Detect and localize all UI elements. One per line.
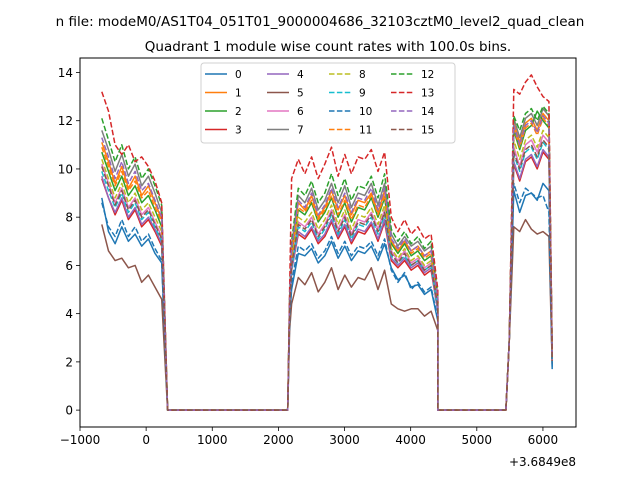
legend-box — [200, 62, 456, 144]
legend-label: 6 — [297, 106, 304, 118]
plot-lines — [101, 74, 553, 411]
x-tick-label: 2000 — [263, 433, 294, 447]
x-tick-label: 5000 — [462, 433, 493, 447]
y-tick-label: 4 — [65, 307, 73, 321]
legend-label: 13 — [421, 88, 434, 100]
legend-label: 11 — [359, 125, 372, 137]
x-tick-label: 0 — [142, 433, 150, 447]
series-line-5 — [101, 218, 553, 411]
legend-label: 1 — [235, 88, 242, 100]
legend-label: 10 — [359, 106, 372, 118]
series-line-4 — [101, 148, 553, 411]
legend-label: 15 — [421, 125, 434, 137]
series-line-0 — [101, 182, 553, 411]
legend-label: 8 — [359, 69, 366, 81]
x-axis-offset-label: +3.6849e8 — [509, 455, 576, 469]
figure-suptitle: n file: modeM0/AS1T04_051T01_9000004686_… — [56, 14, 585, 30]
y-tick-label: 14 — [58, 66, 73, 80]
legend-label: 4 — [297, 69, 304, 81]
legend-label: 2 — [235, 106, 242, 118]
series-line-2 — [101, 110, 553, 411]
series-line-11 — [101, 117, 553, 411]
x-tick-label: 3000 — [329, 433, 360, 447]
legend-label: 12 — [421, 69, 434, 81]
series-line-3 — [101, 151, 553, 411]
y-tick-label: 12 — [58, 114, 73, 128]
series-line-8 — [101, 129, 553, 411]
legend-label: 7 — [297, 125, 304, 137]
series-line-6 — [101, 134, 553, 411]
y-axis: 0 2 4 6 8 10 12 14 — [58, 66, 80, 418]
x-tick-label: 4000 — [395, 433, 426, 447]
y-tick-label: 10 — [58, 162, 73, 176]
x-tick-label: 1000 — [197, 433, 228, 447]
axes-frame — [79, 57, 577, 428]
series-line-15 — [101, 139, 553, 411]
x-tick-label: −1000 — [60, 433, 101, 447]
y-tick-label: 6 — [65, 259, 73, 273]
series-line-12 — [101, 105, 553, 411]
series-line-10 — [101, 182, 553, 411]
chart-title: Quadrant 1 module wise count rates with … — [145, 39, 511, 55]
y-tick-label: 2 — [65, 355, 73, 369]
series-line-14 — [101, 115, 553, 411]
y-tick-label: 8 — [65, 211, 73, 225]
legend-label: 14 — [421, 106, 435, 118]
legend-label: 9 — [359, 88, 366, 100]
series-line-7 — [101, 107, 553, 411]
legend-label: 5 — [297, 88, 304, 100]
legend-label: 0 — [235, 69, 242, 81]
y-tick-label: 0 — [65, 404, 73, 418]
x-axis: −1000 0 1000 2000 3000 4000 5000 6000 — [60, 427, 559, 447]
x-tick-label: 6000 — [528, 433, 559, 447]
legend-label: 3 — [235, 125, 242, 137]
